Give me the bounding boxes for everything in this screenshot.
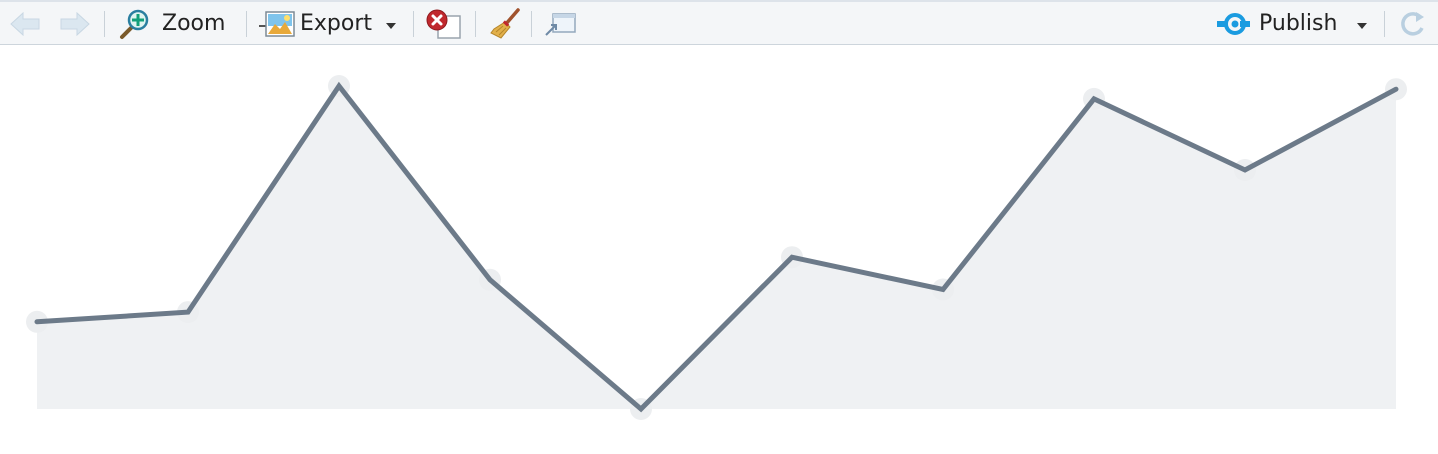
- refresh-button[interactable]: [1396, 2, 1430, 45]
- toolbar-separator: [1384, 11, 1385, 37]
- popout-window-button[interactable]: [543, 2, 579, 45]
- plot-area: [0, 45, 1438, 450]
- arrow-left-icon: [10, 11, 40, 36]
- forward-button[interactable]: [58, 2, 94, 45]
- publish-menu-button[interactable]: Publish: [1216, 2, 1368, 45]
- plot-toolbar: Zoom Export: [0, 0, 1438, 45]
- toolbar-separator: [475, 11, 476, 37]
- export-menu-button[interactable]: Export: [258, 2, 397, 45]
- back-button[interactable]: [8, 2, 44, 45]
- series-line: [34, 81, 1399, 413]
- publish-label: Publish: [1259, 11, 1338, 36]
- chevron-down-icon: [386, 22, 397, 29]
- magnifier-plus-icon: [120, 9, 149, 39]
- zoom-label: Zoom: [162, 11, 226, 36]
- refresh-icon: [1401, 11, 1424, 36]
- arrow-right-icon: [60, 11, 90, 36]
- toolbar-separator: [531, 11, 532, 37]
- remove-plot-button[interactable]: [424, 2, 464, 45]
- area-fill: [37, 86, 1396, 409]
- popout-window-icon: [545, 12, 576, 36]
- export-label: Export: [300, 11, 373, 36]
- clear-all-plots-button[interactable]: [488, 2, 524, 45]
- toolbar-separator: [104, 11, 105, 37]
- toolbar-separator: [246, 11, 247, 37]
- remove-plot-icon: [426, 9, 461, 39]
- publish-icon: [1217, 12, 1250, 35]
- chevron-down-icon: [1357, 22, 1368, 29]
- zoom-button[interactable]: Zoom: [118, 2, 225, 45]
- image-export-icon: [259, 10, 295, 37]
- broom-icon: [490, 7, 520, 39]
- toolbar-separator: [413, 11, 414, 37]
- area-chart: [26, 75, 1407, 420]
